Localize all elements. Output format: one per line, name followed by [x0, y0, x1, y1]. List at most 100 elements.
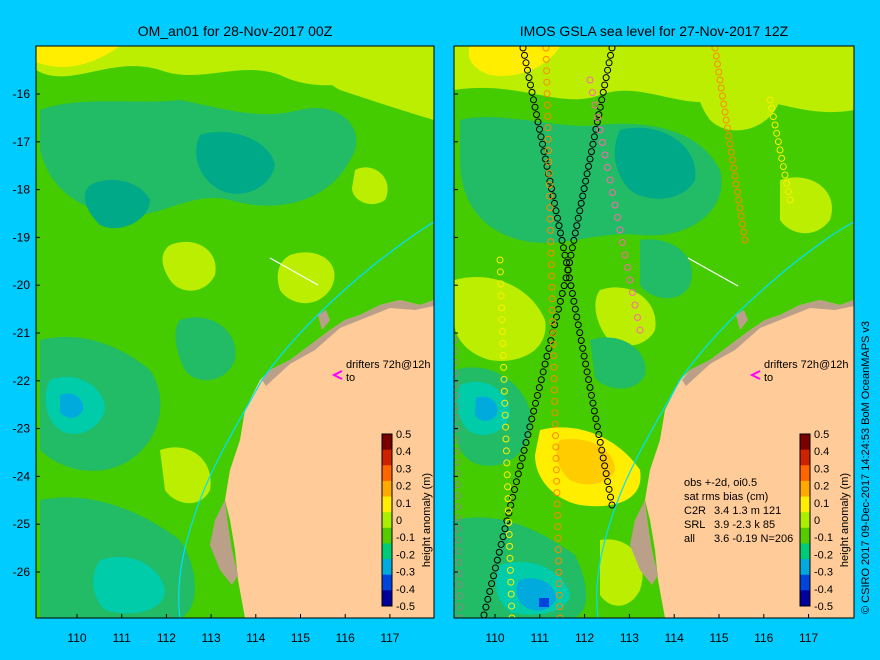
track-point: [568, 244, 576, 252]
track-point: [501, 525, 509, 533]
colorbar-swatch: [800, 496, 810, 513]
track-point: [555, 580, 563, 588]
track-point: [595, 431, 603, 438]
track-point: [716, 76, 724, 84]
track-point: [565, 259, 573, 267]
track-point: [732, 180, 740, 188]
track-point: [736, 204, 744, 212]
track-point: [712, 52, 720, 60]
y-tick-label: -25: [13, 517, 31, 531]
track-point: [500, 387, 508, 395]
track-point: [727, 148, 735, 156]
track-point: [552, 454, 560, 462]
track-point: [621, 251, 629, 259]
track-point: [567, 282, 575, 290]
track-point: [721, 108, 729, 116]
track-point: [543, 162, 551, 170]
y-tick-label: -20: [13, 278, 31, 292]
x-axis-ticks-right: 110 111 112 113 114 115 116 117: [485, 614, 818, 645]
colorbar-tick-label: -0.4: [396, 584, 415, 596]
track-point: [636, 326, 644, 334]
track-point: [501, 411, 509, 419]
track-point: [509, 493, 517, 501]
colorbar-label: height anomaly (m): [421, 473, 433, 567]
x-tick-label: 110: [67, 631, 86, 645]
track-point: [604, 478, 612, 485]
track-point: [525, 74, 533, 82]
colorbar-swatch: [800, 559, 810, 576]
x-tick-label: 114: [665, 631, 684, 645]
track-point: [560, 244, 567, 252]
track-point: [497, 280, 505, 288]
track-point: [512, 478, 520, 486]
track-point: [507, 578, 515, 586]
track-point: [554, 214, 561, 222]
stats-row-sat-2: all: [684, 533, 695, 545]
track-point: [570, 297, 578, 305]
track-point: [624, 264, 631, 271]
track-point: [626, 276, 634, 284]
colorbar-swatch: [382, 590, 392, 607]
track-point: [593, 423, 601, 431]
x-tick-label: 115: [291, 631, 310, 645]
track-point: [547, 238, 555, 246]
track-point: [726, 140, 734, 148]
y-tick-label: -18: [13, 183, 31, 197]
track-point: [454, 492, 462, 500]
track-point: [598, 446, 606, 454]
track-point: [506, 542, 514, 550]
track-point: [737, 212, 745, 220]
track-point: [519, 46, 527, 52]
track-point: [454, 403, 460, 411]
track-point: [542, 55, 550, 63]
track-point: [604, 164, 611, 171]
track-point: [524, 66, 531, 74]
track-point: [574, 214, 582, 222]
y-tick-label: -16: [13, 87, 31, 101]
colorbar-frame: [799, 433, 811, 607]
track-point: [634, 314, 641, 321]
colorbar-swatch: [800, 527, 810, 544]
track-point: [539, 368, 547, 376]
track-point: [549, 340, 557, 348]
track-point: [599, 88, 607, 96]
track-point: [526, 423, 534, 431]
track-point: [571, 229, 579, 237]
track-point: [549, 318, 557, 326]
track-point: [731, 172, 739, 180]
colorbar-tick-label: 0.4: [396, 446, 411, 458]
track-point: [579, 192, 587, 200]
stats-row-vals-0: 3.4 1.3 m 121: [714, 505, 781, 517]
colorbar-tick-label: -0.2: [396, 549, 415, 561]
track-point: [550, 352, 558, 360]
right-drifter-arrow-icon: [749, 370, 761, 380]
track-point: [484, 595, 492, 603]
colorbar-tick-label: 0: [814, 515, 820, 527]
colorbar-left: 0.5 0.4 0.3 0.2 0.1 0 -0.1 -0.2 -0.3 -0.4 -0.5 heig…: [381, 429, 433, 613]
track-point: [580, 185, 588, 193]
track-point: [549, 329, 557, 337]
track-point: [482, 603, 490, 611]
track-point: [545, 169, 553, 177]
track-point: [499, 351, 507, 359]
track-point: [552, 466, 560, 474]
colorbar-tick-label: -0.5: [396, 601, 415, 613]
colorbar-swatch: [382, 496, 392, 513]
track-point: [605, 59, 613, 67]
y-tick-label: -22: [13, 374, 31, 388]
x-tick-label: 112: [575, 631, 594, 645]
track-point: [779, 163, 787, 171]
colorbar-tick-label: 0.2: [396, 481, 411, 493]
colorbar-swatch: [382, 480, 392, 498]
colorbar-swatch: [800, 480, 810, 498]
altimeter-tracks: [454, 46, 794, 618]
track-point: [534, 118, 542, 126]
track-point: [786, 196, 794, 204]
track-point: [717, 84, 725, 92]
track-point: [608, 46, 616, 52]
track-point: [574, 321, 582, 329]
track-point: [776, 146, 784, 154]
track-point: [495, 548, 503, 556]
track-point: [542, 46, 550, 52]
track-point: [606, 176, 614, 184]
